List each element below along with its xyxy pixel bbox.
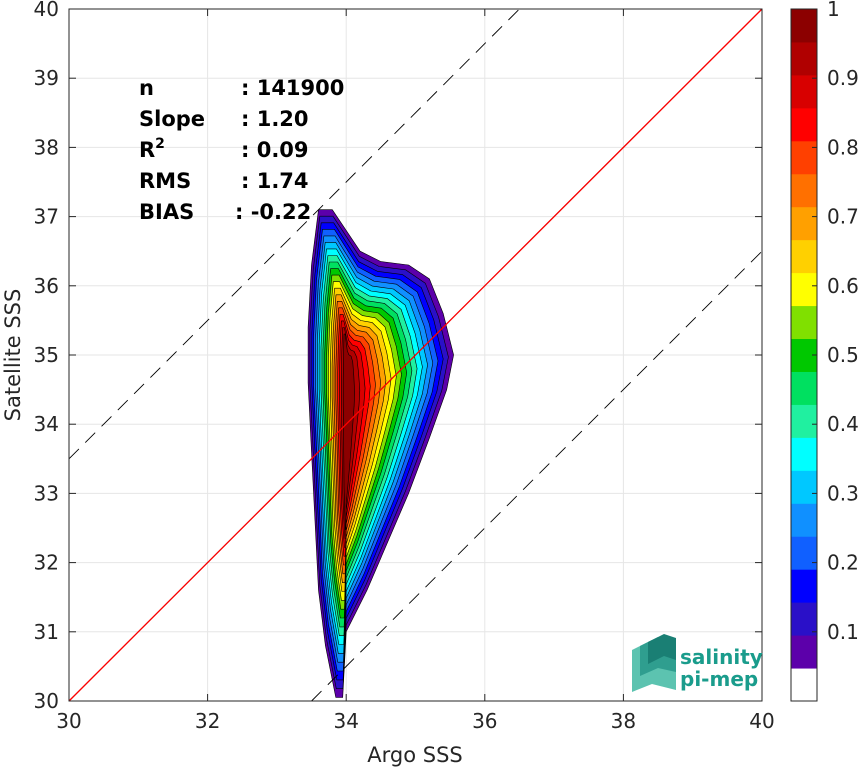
y-tick-label: 39 <box>34 66 59 90</box>
stat-label: BIAS <box>139 200 194 224</box>
colorbar-tick-label: 0.5 <box>827 343 858 367</box>
colorbar-tick-label: 0.7 <box>827 205 858 229</box>
colorbar-segment <box>791 239 817 274</box>
ref-line-offset-upper <box>68 8 520 460</box>
colorbar-segment <box>791 74 817 109</box>
y-tick-label: 32 <box>34 551 59 575</box>
logo-line2: pi-mep <box>680 667 758 691</box>
stat-value: : 1.20 <box>241 107 309 131</box>
y-axis-label: Satellite SSS <box>1 289 25 422</box>
reference-lines <box>68 8 763 702</box>
ref-line-regression-fit <box>68 8 763 702</box>
colorbar-segment <box>791 9 817 43</box>
colorbar-tick-label: 0.1 <box>827 620 858 644</box>
stat-label: RMS <box>139 169 191 193</box>
colorbar-segment <box>791 371 817 405</box>
colorbar-segment <box>791 602 817 636</box>
colorbar-segment <box>791 140 817 175</box>
stats-box: n : 141900 Slope : 1.20 R2 : 0.09 RMS : 1.74 BIA… <box>139 76 344 224</box>
y-tick-label: 33 <box>34 481 59 505</box>
y-tick-label: 38 <box>34 135 59 159</box>
y-axis-ticks: 30 31 32 33 34 35 36 37 38 39 40 <box>34 0 762 713</box>
colorbar-segment <box>791 503 817 537</box>
colorbar-tick-label: 0.9 <box>827 66 858 90</box>
salinity-pimep-logo: salinity pi-mep <box>632 634 763 692</box>
colorbar-segment <box>791 569 817 603</box>
colorbar-segment <box>791 272 817 307</box>
y-tick-label: 40 <box>34 0 59 21</box>
colorbar-tick-label: 0.3 <box>827 481 858 505</box>
x-tick-label: 34 <box>333 709 358 733</box>
logo-mark-icon <box>632 634 676 692</box>
y-tick-label: 37 <box>34 205 59 229</box>
colorbar-tick-label: 1 <box>827 0 840 21</box>
stat-label: n <box>139 76 154 100</box>
y-tick-label: 30 <box>34 689 59 713</box>
x-tick-label: 38 <box>611 709 636 733</box>
y-tick-label: 34 <box>34 412 59 436</box>
colorbar-tick-label: 0.4 <box>827 412 858 436</box>
colorbar-segment <box>791 635 817 669</box>
colorbar-segment <box>791 536 817 570</box>
x-tick-label: 32 <box>195 709 220 733</box>
logo-line1: salinity <box>680 645 763 669</box>
stat-value: : 0.09 <box>241 138 309 162</box>
colorbar-segment <box>791 173 817 208</box>
colorbar-segment <box>791 206 817 241</box>
x-tick-label: 36 <box>472 709 497 733</box>
colorbar-tick-label: 0.8 <box>827 135 858 159</box>
colorbar-segment <box>791 668 817 702</box>
colorbar-segment <box>791 404 817 438</box>
x-tick-label: 40 <box>749 709 774 733</box>
ref-line-offset-lower <box>311 250 763 702</box>
stat-value: : 141900 <box>241 76 344 100</box>
y-tick-label: 35 <box>34 343 59 367</box>
stat-label-sup: 2 <box>155 136 165 152</box>
x-axis-ticks: 30 32 34 36 38 40 <box>56 9 775 733</box>
stat-value: : -0.22 <box>235 200 311 224</box>
colorbar-segment <box>791 305 817 340</box>
stat-value: : 1.74 <box>241 169 309 193</box>
stat-label: R2 <box>139 136 165 162</box>
colorbar-segment <box>791 107 817 142</box>
x-axis-label: Argo SSS <box>367 743 462 767</box>
colorbar-segment <box>791 470 817 504</box>
x-tick-label: 30 <box>56 709 81 733</box>
y-tick-label: 31 <box>34 620 59 644</box>
colorbar: 0.1 0.2 0.3 0.4 0.5 0.6 0.7 0.8 0.9 1 <box>790 0 858 702</box>
stat-label: Slope <box>139 107 205 131</box>
density-contours <box>307 209 454 698</box>
colorbar-tick-label: 0.6 <box>827 274 858 298</box>
colorbar-segment <box>791 437 817 471</box>
colorbar-tick-label: 0.2 <box>827 551 858 575</box>
colorbar-segment <box>791 41 817 76</box>
y-tick-label: 36 <box>34 274 59 298</box>
